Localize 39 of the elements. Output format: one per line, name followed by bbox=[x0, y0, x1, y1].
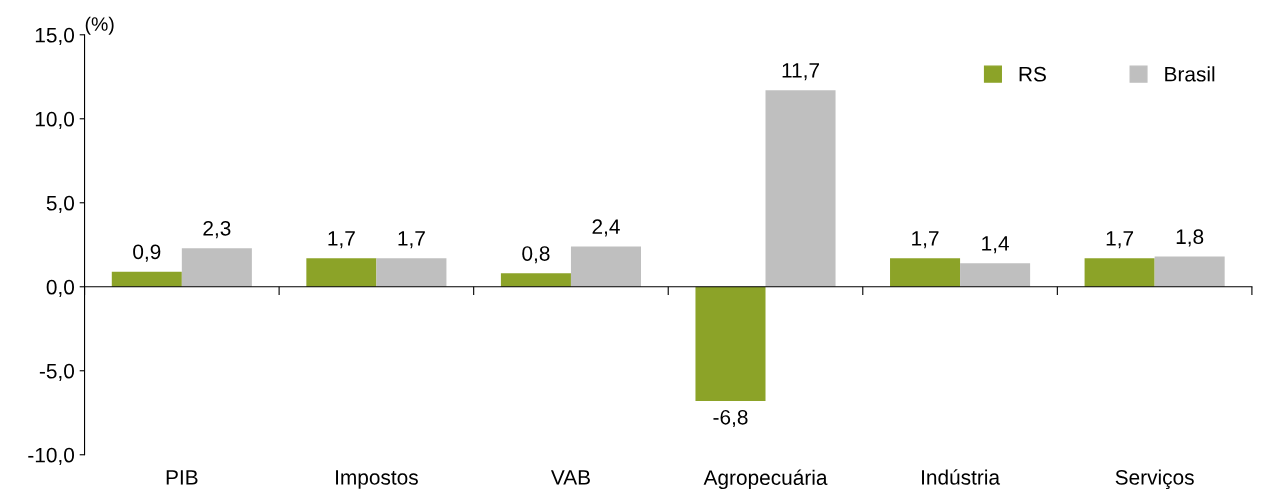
data-label: 1,7 bbox=[328, 231, 355, 249]
bar bbox=[570, 246, 641, 287]
x-tick-label: Indústria bbox=[922, 469, 1001, 485]
data-label: 2,3 bbox=[203, 220, 231, 239]
y-tick-label: 5,0 bbox=[46, 195, 75, 213]
legend-label: Brasil bbox=[1165, 66, 1215, 82]
y-tick-label: 15,0 bbox=[35, 27, 75, 45]
bar bbox=[695, 286, 766, 401]
x-tick-label: Serviços bbox=[1115, 469, 1194, 489]
bar bbox=[306, 258, 377, 287]
data-label: 1,8 bbox=[1176, 229, 1204, 247]
x-tick-label: PIB bbox=[166, 470, 198, 485]
bar bbox=[500, 273, 571, 287]
bar bbox=[111, 271, 182, 287]
bar bbox=[890, 258, 961, 287]
data-label: 1,7 bbox=[912, 231, 939, 249]
y-tick-label: 10,0 bbox=[35, 111, 75, 129]
bar bbox=[181, 248, 252, 287]
x-tick-label: VAB bbox=[550, 470, 590, 485]
data-label: 0,8 bbox=[522, 246, 550, 264]
y-axis-title: (%) bbox=[85, 16, 114, 35]
y-tick-label: 0,0 bbox=[46, 279, 75, 297]
y-tick-label: -10,0 bbox=[28, 447, 75, 465]
data-label: 1,4 bbox=[982, 236, 1009, 254]
x-tick-label: Agropecuária bbox=[703, 469, 828, 490]
data-label: 1,7 bbox=[398, 231, 425, 249]
legend-label: RS bbox=[1019, 66, 1046, 82]
bar bbox=[1084, 258, 1155, 287]
y-tick-label: -5,0 bbox=[39, 363, 75, 381]
data-label: 0,9 bbox=[133, 244, 161, 262]
bar bbox=[1154, 256, 1225, 287]
data-label: 1,7 bbox=[1106, 231, 1134, 249]
data-label: 2,4 bbox=[592, 219, 620, 237]
x-tick-label: Impostos bbox=[336, 470, 418, 489]
bar bbox=[960, 263, 1031, 287]
data-label: -6,8 bbox=[713, 409, 748, 428]
bar bbox=[376, 258, 447, 287]
bar bbox=[765, 90, 836, 287]
data-label: 11,7 bbox=[782, 63, 819, 81]
